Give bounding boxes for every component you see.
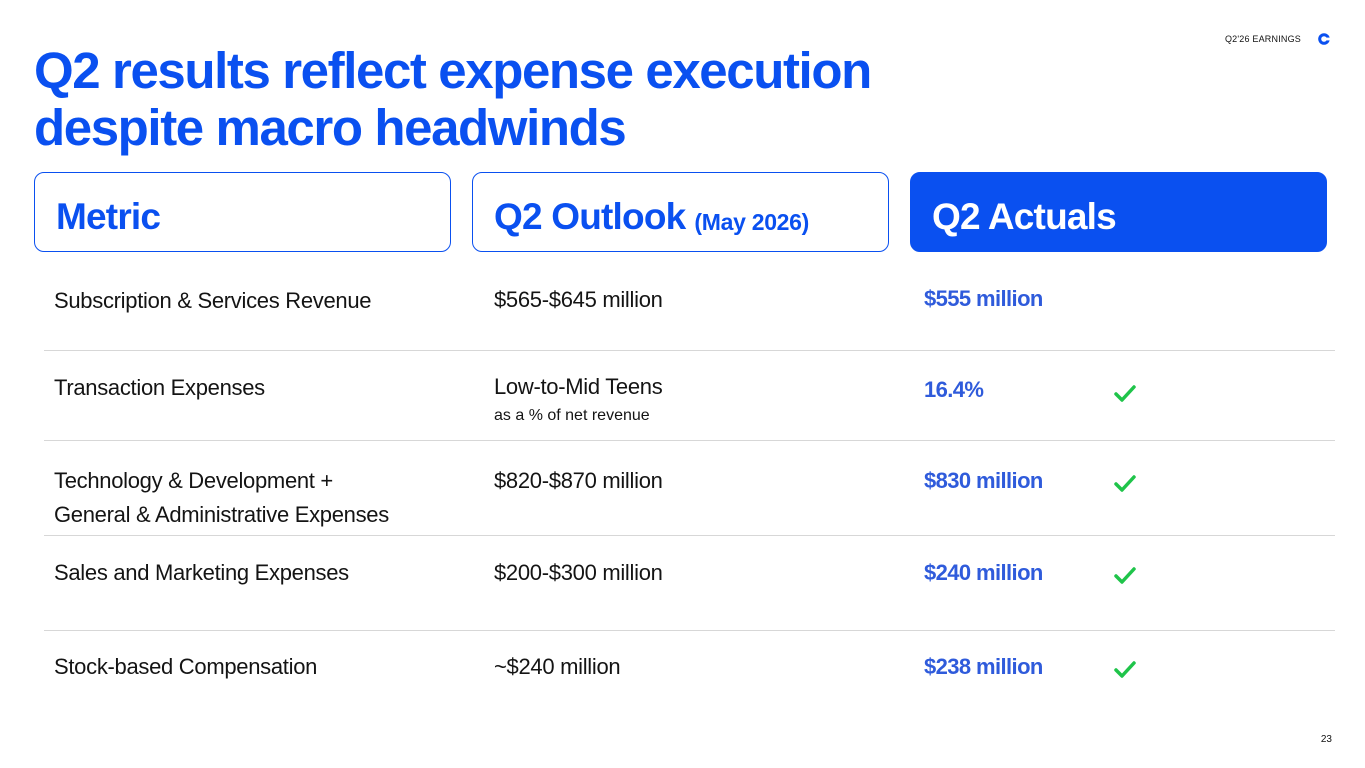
row-divider [44,535,1335,536]
actual-cell: $238 million [924,654,1043,679]
column-header-outlook-label: Q2 Outlook [494,196,686,237]
outlook-sub: as a % of net revenue [494,407,650,424]
metric-cell: Sales and Marketing Expenses [54,560,349,585]
row-divider [44,350,1335,351]
actual-cell: 16.4% [924,377,984,402]
title-line-2: despite macro headwinds [34,99,627,156]
brand-c-logo-icon [1318,33,1330,45]
metric-cell: Stock-based Compensation [54,654,318,679]
row-divider [44,440,1335,441]
column-header-outlook-note: (May 2026) [694,208,810,235]
title-line-1: Q2 results reflect expense execution [34,42,872,99]
metric-line-1: Technology & Development + [54,468,333,493]
header-tag: Q2'26 EARNINGS [1224,34,1301,44]
page-number: 23 [1320,734,1332,745]
checkmark-icon [1114,385,1136,402]
checkmark-icon [1114,567,1136,584]
outlook-cell: Low-to-Mid Teens as a % of net revenue [494,370,663,428]
actual-cell: $830 million [924,468,1043,493]
metric-cell: Transaction Expenses [54,375,265,400]
metric-cell: Technology & Development + General & Adm… [54,464,454,532]
actual-cell: $555 million [924,286,1043,311]
column-header-actuals-label: Q2 Actuals [932,196,1117,237]
outlook-cell: $820-$870 million [494,468,663,493]
column-header-actuals: Q2 Actuals [910,172,1327,252]
checkmark-icon [1114,475,1136,492]
actual-cell: $240 million [924,560,1043,585]
page-title: Q2 results reflect expense execution des… [34,42,1034,156]
metric-line-2: General & Administrative Expenses [54,502,389,527]
column-header-metric-label: Metric [56,196,161,237]
row-divider [44,630,1335,631]
outlook-main: Low-to-Mid Teens [494,374,663,399]
outlook-cell: ~$240 million [494,654,621,679]
outlook-cell: $565-$645 million [494,287,663,312]
checkmark-icon [1114,661,1136,678]
outlook-cell: $200-$300 million [494,560,663,585]
column-header-outlook: Q2 Outlook (May 2026) [472,172,889,252]
metric-cell: Subscription & Services Revenue [54,288,372,313]
column-header-metric: Metric [34,172,451,252]
